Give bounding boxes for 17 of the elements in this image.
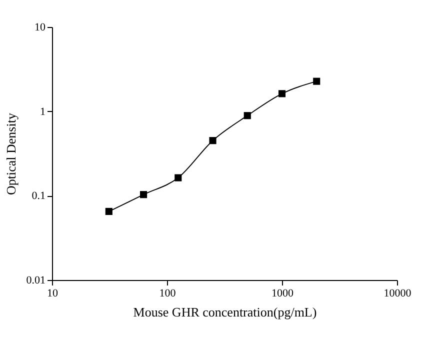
y-tick-label: 0.01	[26, 274, 46, 286]
x-tick-label: 100	[159, 288, 176, 300]
y-tick-label: 10	[34, 22, 46, 34]
point	[278, 90, 286, 98]
x-tick-label: 10000	[384, 288, 412, 300]
point	[140, 191, 148, 198]
x-tick-label: 1000	[272, 288, 294, 300]
point	[209, 137, 216, 144]
point	[244, 112, 251, 120]
y-axis-title: Optical Density	[3, 112, 18, 195]
point	[174, 174, 182, 182]
point	[105, 208, 112, 215]
x-axis-title: Mouse GHR concentration(pg/mL)	[133, 304, 317, 320]
y-tick-label: 0.1	[32, 190, 46, 202]
y-tick-label: 1	[40, 106, 46, 118]
point	[313, 78, 320, 85]
x-tick-label: 10	[47, 288, 58, 300]
